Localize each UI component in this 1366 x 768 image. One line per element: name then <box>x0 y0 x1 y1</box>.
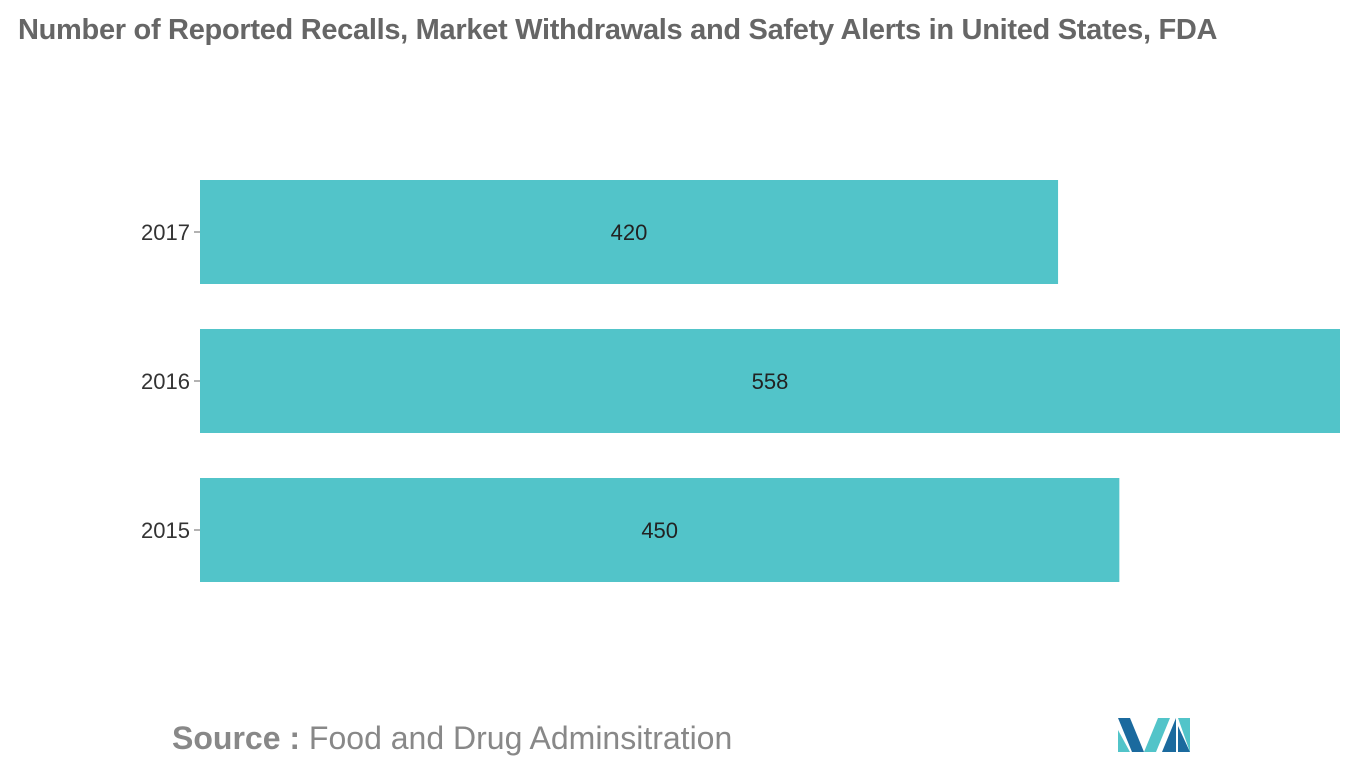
y-axis: 2017 2016 2015 <box>141 220 200 543</box>
data-label-2017: 420 <box>611 220 648 245</box>
data-label-2016: 558 <box>752 369 789 394</box>
y-tick-label-2016: 2016 <box>141 369 190 394</box>
y-tick-label-2017: 2017 <box>141 220 190 245</box>
data-label-2015: 450 <box>641 518 678 543</box>
bars-group: 420 558 450 <box>200 180 1340 582</box>
y-tick-label-2015: 2015 <box>141 518 190 543</box>
chart-title: Number of Reported Recalls, Market Withd… <box>18 14 1218 46</box>
source-note: Source : Food and Drug Adminsitration <box>172 720 732 757</box>
bar-2017 <box>200 180 1059 284</box>
bar-2015 <box>200 478 1120 582</box>
bar-2016 <box>200 329 1340 433</box>
source-label: Source : <box>172 720 301 756</box>
source-text: Food and Drug Adminsitration <box>308 720 733 756</box>
mordor-logo-icon <box>1118 718 1190 752</box>
bar-chart: 420 558 450 2017 2016 2015 <box>141 180 1340 582</box>
